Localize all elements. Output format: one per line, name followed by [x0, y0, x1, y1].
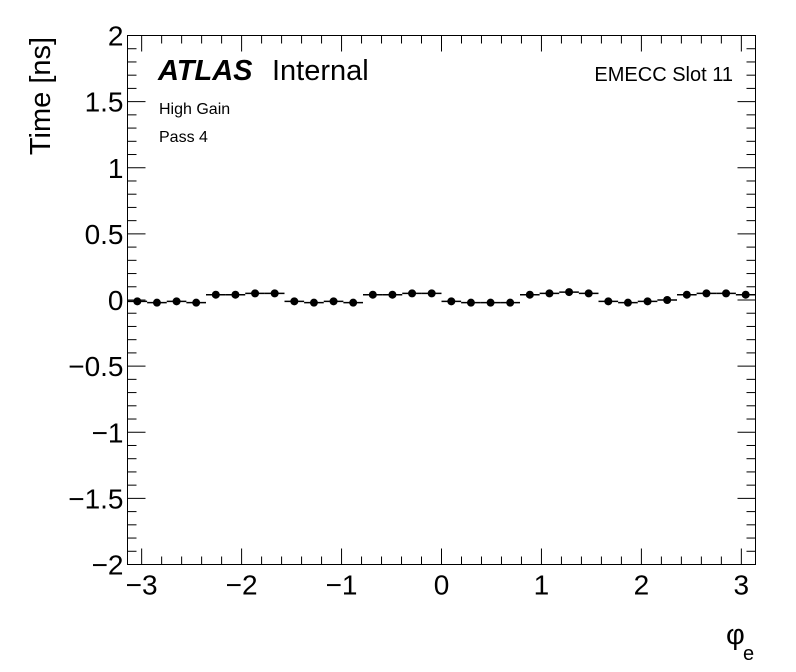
data-point [447, 297, 456, 306]
data-point [408, 289, 417, 298]
x-tick-labels: −3 −2 −1 0 1 2 3 [126, 570, 749, 601]
axis-ticks [127, 35, 756, 565]
x-axis-title: φ [726, 619, 745, 651]
data-point [604, 297, 613, 306]
atlas-label: ATLAS [157, 55, 253, 87]
data-point [545, 289, 554, 298]
y-tick-label: 1 [108, 153, 124, 184]
data-point [741, 290, 750, 299]
data-point [623, 298, 632, 307]
data-point [643, 297, 652, 306]
y-tick-label: −2 [92, 550, 124, 581]
data-point [663, 296, 672, 304]
y-tick-label: −0.5 [68, 351, 123, 382]
y-tick-label: −1.5 [68, 483, 123, 514]
data-point [584, 289, 593, 298]
data-point [525, 290, 534, 299]
x-axis-title-subscript: e [743, 643, 754, 665]
data-point [682, 290, 691, 299]
data-point [231, 290, 240, 299]
data-point [722, 289, 731, 298]
data-point [251, 289, 260, 298]
data-point [388, 290, 397, 299]
data-point [702, 289, 711, 298]
data-point [133, 297, 142, 306]
y-axis-title: Time [ns] [25, 37, 57, 155]
data-point [172, 297, 181, 306]
data-point [211, 290, 220, 299]
atlas-status-label: Internal [272, 55, 369, 87]
y-tick-label: −1 [92, 417, 124, 448]
data-point [427, 289, 436, 298]
data-point [349, 298, 358, 307]
data-point [368, 290, 377, 299]
y-tick-label: 0.5 [85, 219, 124, 250]
x-tick-label: 3 [734, 570, 750, 601]
data-point [192, 298, 201, 307]
x-tick-label: −3 [126, 570, 158, 601]
data-point [486, 298, 495, 307]
x-tick-label: −1 [326, 570, 358, 601]
x-tick-label: 0 [434, 570, 450, 601]
data-point [466, 298, 475, 307]
data-points [127, 288, 756, 307]
pass-label: Pass 4 [159, 129, 208, 146]
data-point [506, 298, 515, 307]
data-point [329, 297, 338, 306]
data-point [290, 297, 299, 306]
gain-label: High Gain [159, 101, 230, 118]
data-point [565, 288, 574, 297]
x-tick-label: 1 [534, 570, 550, 601]
x-tick-label: −2 [226, 570, 258, 601]
y-tick-label: 1.5 [85, 87, 124, 118]
data-point [270, 289, 279, 298]
y-tick-labels: −2 −1.5 −1 −0.5 0 0.5 1 1.5 2 [68, 21, 123, 581]
y-tick-label: 2 [108, 21, 124, 52]
slot-label: EMECC Slot 11 [594, 64, 733, 86]
y-tick-label: 0 [108, 285, 124, 316]
x-tick-label: 2 [634, 570, 650, 601]
data-point [152, 298, 161, 307]
data-point [309, 298, 318, 307]
